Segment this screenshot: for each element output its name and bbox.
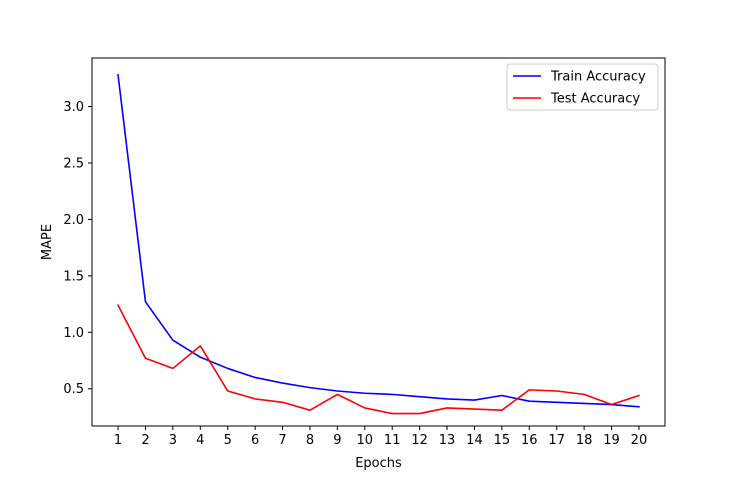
x-tick-label: 16 (521, 433, 538, 448)
x-tick-label: 19 (603, 433, 620, 448)
x-tick-label: 1 (114, 433, 122, 448)
x-tick-label: 10 (357, 433, 374, 448)
legend-box (506, 63, 659, 111)
x-axis-ticks: 1 2 3 4 5 6 7 8 9 10 11 12 13 14 15 16 17 18 19 20 (114, 426, 647, 448)
plot-frame (91, 57, 666, 427)
y-tick-label: 1.5 (63, 269, 84, 284)
x-axis-label: Epochs (355, 456, 402, 471)
series-line-train-accuracy (117, 74, 640, 408)
x-tick-label: 2 (141, 433, 149, 448)
x-tick-label: 11 (384, 433, 401, 448)
x-tick-label: 13 (439, 433, 456, 448)
y-tick-label: 2.0 (63, 213, 84, 228)
y-axis-ticks: 0.5 1.0 1.5 2.0 2.5 3.0 (63, 100, 92, 397)
y-tick-label: 2.5 (63, 156, 84, 171)
y-tick-label: 3.0 (63, 100, 84, 115)
x-tick-label: 14 (466, 433, 483, 448)
x-tick-label: 15 (494, 433, 511, 448)
x-tick-label: 8 (306, 433, 314, 448)
legend-label: Test Accuracy (550, 92, 640, 107)
x-tick-label: 20 (631, 433, 648, 448)
x-tick-label: 4 (196, 433, 204, 448)
y-tick-label: 1.0 (63, 326, 84, 341)
x-tick-label: 17 (548, 433, 565, 448)
y-tick-label: 0.5 (63, 382, 84, 397)
series-line-test-accuracy (116, 304, 640, 415)
x-tick-label: 18 (576, 433, 593, 448)
legend: Train Accuracy Test Accuracy (506, 63, 659, 111)
x-tick-label: 3 (169, 433, 177, 448)
x-tick-label: 6 (251, 433, 259, 448)
x-tick-label: 7 (278, 433, 286, 448)
series-lines (116, 74, 640, 415)
y-axis-label: MAPE (40, 224, 55, 260)
legend-label: Train Accuracy (550, 70, 646, 85)
x-tick-label: 9 (333, 433, 341, 448)
x-tick-label: 12 (411, 433, 428, 448)
x-tick-label: 5 (224, 433, 232, 448)
